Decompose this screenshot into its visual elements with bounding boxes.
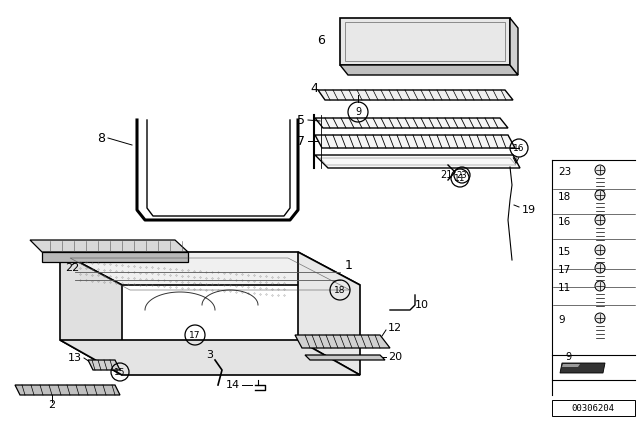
Text: 15: 15 bbox=[115, 367, 125, 376]
Text: 9: 9 bbox=[558, 315, 564, 325]
Polygon shape bbox=[562, 364, 580, 367]
Text: 14: 14 bbox=[226, 380, 240, 390]
Text: 17: 17 bbox=[189, 331, 201, 340]
Circle shape bbox=[595, 245, 605, 255]
Text: 22: 22 bbox=[65, 263, 79, 273]
Polygon shape bbox=[60, 252, 122, 375]
Text: 7: 7 bbox=[297, 134, 305, 147]
Circle shape bbox=[595, 313, 605, 323]
Polygon shape bbox=[315, 135, 515, 148]
Text: 9: 9 bbox=[565, 352, 571, 362]
Circle shape bbox=[595, 215, 605, 225]
Text: 00306204: 00306204 bbox=[572, 404, 614, 413]
Text: 12: 12 bbox=[388, 323, 402, 333]
Text: 18: 18 bbox=[334, 285, 346, 294]
Polygon shape bbox=[60, 340, 360, 375]
FancyBboxPatch shape bbox=[552, 400, 635, 416]
Polygon shape bbox=[510, 18, 518, 75]
Text: 20: 20 bbox=[388, 352, 402, 362]
Polygon shape bbox=[15, 385, 120, 395]
Text: 16: 16 bbox=[558, 217, 572, 227]
Polygon shape bbox=[305, 355, 385, 360]
Text: 13: 13 bbox=[68, 353, 82, 363]
Text: 17: 17 bbox=[558, 265, 572, 275]
Text: 21: 21 bbox=[440, 170, 453, 180]
Polygon shape bbox=[315, 155, 520, 168]
Text: 6: 6 bbox=[317, 34, 325, 47]
Text: 11: 11 bbox=[454, 173, 466, 182]
Text: 9: 9 bbox=[355, 107, 361, 117]
Circle shape bbox=[595, 281, 605, 291]
Text: 3: 3 bbox=[207, 350, 214, 360]
Polygon shape bbox=[42, 252, 188, 262]
Text: 23: 23 bbox=[558, 167, 572, 177]
Text: 18: 18 bbox=[558, 192, 572, 202]
Polygon shape bbox=[60, 252, 360, 285]
Text: 10: 10 bbox=[415, 300, 429, 310]
Text: 16: 16 bbox=[513, 143, 525, 152]
Polygon shape bbox=[318, 90, 513, 100]
Circle shape bbox=[595, 263, 605, 273]
Text: 23: 23 bbox=[457, 171, 467, 180]
Text: 8: 8 bbox=[97, 132, 105, 145]
Text: 4: 4 bbox=[310, 82, 318, 95]
Polygon shape bbox=[88, 360, 120, 370]
Text: 11: 11 bbox=[558, 283, 572, 293]
Polygon shape bbox=[315, 118, 508, 128]
Text: 5: 5 bbox=[297, 113, 305, 126]
Circle shape bbox=[595, 165, 605, 175]
Polygon shape bbox=[30, 240, 188, 252]
Polygon shape bbox=[295, 335, 390, 348]
Text: 15: 15 bbox=[558, 247, 572, 257]
Text: 19: 19 bbox=[522, 205, 536, 215]
Text: 2: 2 bbox=[49, 400, 56, 410]
Polygon shape bbox=[298, 252, 360, 375]
Text: 1: 1 bbox=[345, 258, 353, 271]
Circle shape bbox=[595, 190, 605, 200]
Polygon shape bbox=[340, 18, 510, 65]
Polygon shape bbox=[340, 65, 518, 75]
Polygon shape bbox=[560, 363, 605, 373]
